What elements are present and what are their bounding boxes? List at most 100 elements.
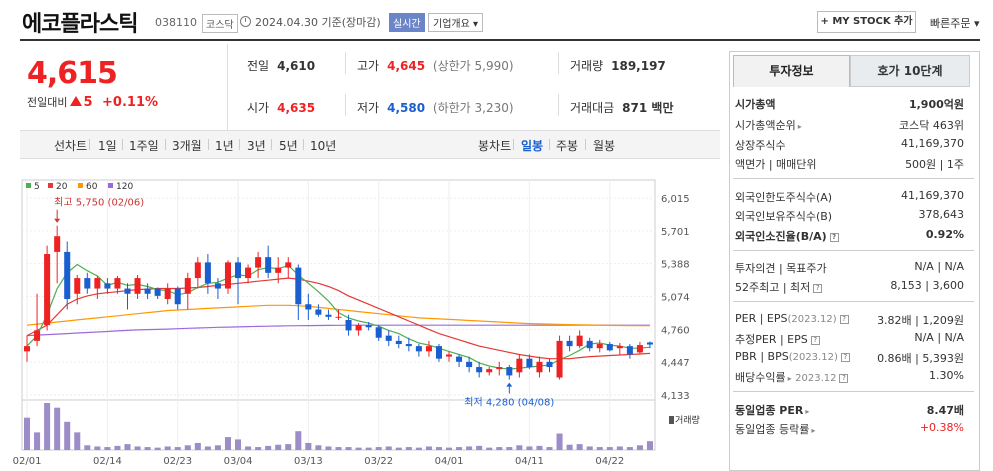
- volume-bar: [456, 447, 463, 450]
- period-1d[interactable]: 1일: [98, 139, 117, 153]
- corp-info-dropdown[interactable]: 기업개요 ▾: [428, 13, 483, 32]
- x-tick-label: 02/14: [93, 456, 122, 467]
- volume-bar: [446, 447, 453, 450]
- period-3y[interactable]: 3년: [247, 139, 266, 153]
- line-chart-label[interactable]: 선차트: [54, 139, 88, 153]
- change-label: 전일대비: [27, 96, 68, 109]
- per-row: PER | EPS(2023.12)? 3.82배 | 1,209원: [735, 312, 964, 327]
- panel-sep: [733, 301, 974, 302]
- tab-investment-info[interactable]: 투자정보: [733, 55, 850, 87]
- quick-order-button[interactable]: 빠른주문 ▾: [930, 17, 980, 30]
- help-icon[interactable]: ?: [813, 283, 823, 293]
- volume-bar: [214, 445, 221, 450]
- help-icon[interactable]: ?: [840, 352, 850, 362]
- x-tick-label: 04/01: [435, 456, 464, 467]
- tab-quote-10[interactable]: 호가 10단계: [850, 55, 970, 87]
- add-mystock-button[interactable]: + MY STOCK 추가: [817, 11, 916, 33]
- legend-swatch: [78, 183, 83, 188]
- candle-body: [466, 361, 473, 368]
- candle-body: [235, 262, 242, 279]
- candle-body: [154, 288, 161, 296]
- chevron-right-icon: ▸: [787, 374, 792, 383]
- ma120-line: [26, 324, 650, 337]
- volume-bar: [315, 445, 322, 450]
- volume-bar: [385, 446, 392, 450]
- candle-body: [285, 262, 292, 268]
- volume-bar: [435, 447, 442, 450]
- volume-bar: [496, 447, 503, 450]
- panel-sep: [733, 178, 974, 179]
- ma20-line: [26, 277, 651, 360]
- low-annotation: 최저 4,280 (04/08): [464, 397, 554, 409]
- volume-bar: [224, 437, 231, 450]
- volume-bar: [235, 439, 242, 450]
- volume-bar: [365, 447, 372, 450]
- candle-body: [435, 346, 442, 359]
- volume-bar: [94, 446, 101, 450]
- volume-bar: [466, 446, 473, 450]
- dividend-row: 배당수익률 ▸ 2023.12? 1.30%: [735, 369, 964, 384]
- candle-body: [536, 361, 543, 373]
- volume-bar: [516, 445, 523, 450]
- industry-rate-row[interactable]: 동일업종 등락률 ▸ +0.38%: [735, 421, 964, 436]
- volume-label: 거래량: [675, 414, 700, 426]
- period-1y[interactable]: 1년: [215, 139, 234, 153]
- industry-per-row[interactable]: 동일업종 PER ▸ 8.47배: [735, 404, 964, 417]
- price-chart[interactable]: 6,015 5,701 5,388 5,074 4,760 4,447 4,133 02/01…: [0, 160, 722, 471]
- period-1w[interactable]: 1주일: [129, 139, 159, 153]
- help-icon[interactable]: ?: [839, 314, 849, 324]
- candle-chart-label[interactable]: 봉차트: [478, 139, 512, 153]
- candle-body: [405, 344, 412, 347]
- legend-label: 120: [116, 182, 133, 192]
- candle-body: [224, 262, 231, 289]
- candle-body: [245, 267, 252, 279]
- period-3m[interactable]: 3개월: [172, 139, 202, 153]
- candle-body: [315, 309, 322, 315]
- volume-bar: [305, 442, 312, 450]
- volume-bar: [44, 403, 51, 450]
- volume-bar: [345, 447, 352, 450]
- help-icon[interactable]: ?: [829, 232, 839, 242]
- candle-weekly[interactable]: 주봉: [556, 139, 579, 153]
- candle-body: [94, 278, 101, 289]
- candle-body: [646, 342, 653, 345]
- candle-body: [34, 330, 41, 341]
- x-tick-label: 03/13: [294, 456, 323, 467]
- foreign-limit-row: 외국인한도주식수(A) 41,169,370: [735, 189, 964, 204]
- market-cap-rank-row[interactable]: 시가총액순위 ▸ 코스닥 463위: [735, 119, 964, 132]
- volume-bar: [194, 442, 201, 450]
- help-icon[interactable]: ?: [810, 335, 820, 345]
- prev-close: 전일 4,610: [247, 59, 316, 73]
- candle-body: [24, 346, 31, 352]
- candle-daily[interactable]: 일봉: [521, 139, 544, 153]
- legend-label: 20: [56, 182, 68, 192]
- header-divider: [20, 39, 980, 41]
- volume-bar: [265, 445, 272, 450]
- volume-bar: [626, 447, 633, 450]
- foreign-hold-row: 외국인보유주식수(B) 378,643: [735, 208, 964, 223]
- volume-bar: [295, 431, 302, 450]
- candle-monthly[interactable]: 월봉: [593, 139, 616, 153]
- candle-body: [556, 340, 563, 378]
- candle-body: [84, 278, 91, 289]
- help-icon[interactable]: ?: [839, 373, 849, 383]
- clock-icon: [240, 16, 251, 27]
- volume-bar: [425, 446, 432, 450]
- volume-bar: [184, 445, 191, 450]
- grid-sep: [558, 52, 559, 74]
- candle-body: [194, 262, 201, 279]
- candle-body: [174, 288, 181, 305]
- volume-bar: [526, 446, 533, 450]
- period-10y[interactable]: 10년: [310, 139, 337, 153]
- period-sep: [549, 139, 550, 150]
- volume-bar: [576, 444, 583, 450]
- candle-body: [325, 314, 332, 317]
- candle-body: [636, 345, 643, 353]
- period-5y[interactable]: 5년: [279, 139, 298, 153]
- current-price: 4,615: [27, 56, 118, 91]
- grid-sep: [345, 52, 346, 74]
- y-tick-label: 6,015: [661, 194, 690, 205]
- open-price: 시가 4,635: [247, 101, 316, 115]
- realtime-button[interactable]: 실시간: [389, 13, 425, 32]
- volume-bar: [255, 447, 262, 450]
